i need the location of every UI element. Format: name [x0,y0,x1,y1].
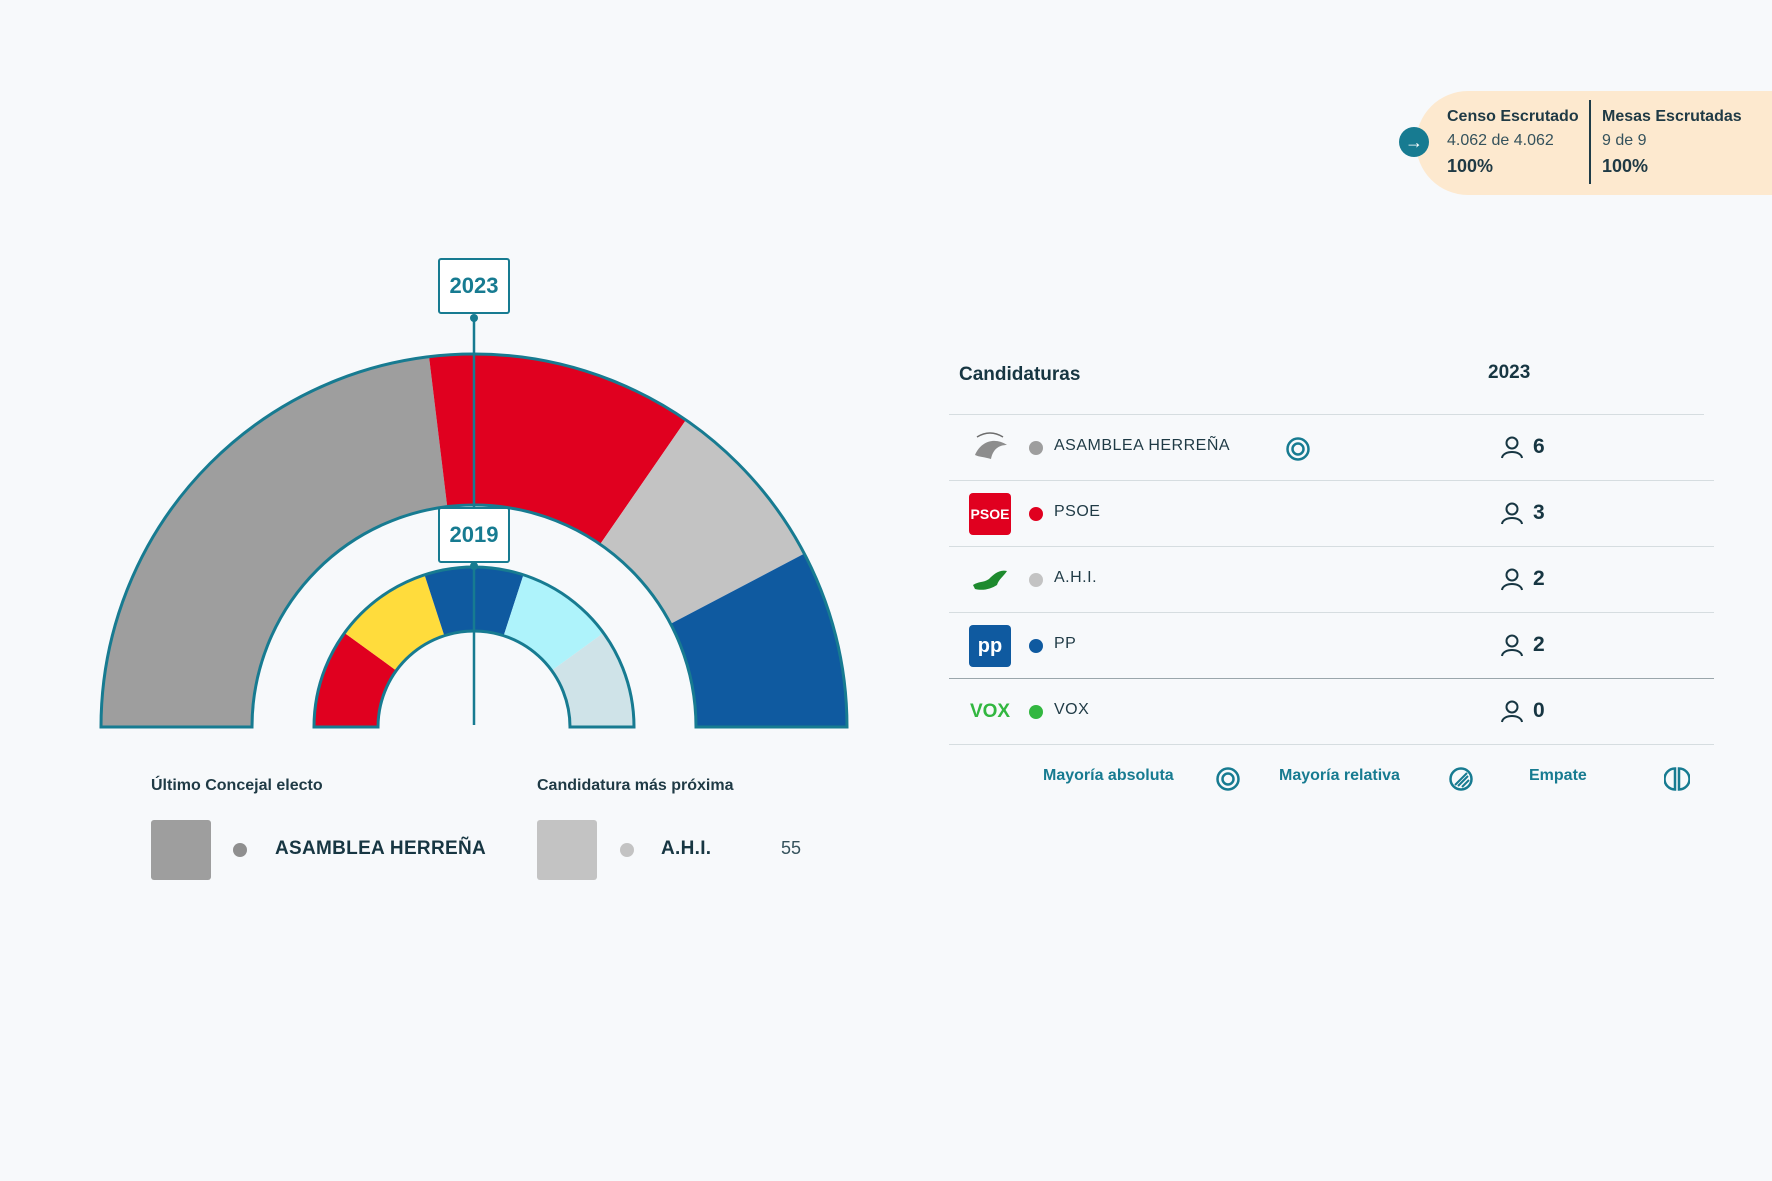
year-marker-dot-2023 [470,314,478,322]
person-icon [1499,500,1525,526]
row-divider [949,480,1714,481]
table-row[interactable]: VOX VOX 0 [949,679,1714,745]
censo-escrutado: Censo Escrutado 4.062 de 4.062 100% [1447,108,1579,177]
census-card [1416,91,1772,195]
legend-relative-label: Mayoría relativa [1279,767,1400,784]
next-candidate-party: A.H.I. [661,838,712,859]
seat-count: 3 [1533,501,1545,524]
mesas-pct: 100% [1602,156,1649,176]
seat-2019-segment-0[interactable] [314,632,397,727]
mesas-escrutadas: Mesas Escrutadas 9 de 9 100% [1602,108,1742,177]
next-candidate-votes: 55 [781,838,802,858]
next-candidate-title: Candidatura más próxima [537,777,734,794]
header-year: 2023 [1488,362,1531,383]
table-row[interactable]: pp PP 2 [949,613,1714,679]
table-row[interactable]: A.H.I. 2 [949,547,1714,613]
seat-count: 0 [1533,699,1545,722]
last-elected-swatch [151,820,211,880]
censo-pct: 100% [1447,156,1494,176]
table-header-divider [949,414,1704,415]
absolute-majority-icon [1285,436,1311,467]
party-name: ASAMBLEA HERREÑA [1054,437,1231,454]
psoe-logo-icon: PSOE [969,493,1011,535]
table-row[interactable]: PSOE PSOE 3 [949,481,1714,547]
row-divider [949,546,1714,547]
seat-2023-segment-3[interactable] [670,553,847,727]
party-name: PSOE [1054,503,1101,520]
censo-title: Censo Escrutado [1447,108,1579,125]
seat-count: 2 [1533,567,1545,590]
party-color-dot [1029,573,1043,587]
person-icon [1499,566,1525,592]
seat-2023-outline [99,352,849,729]
legend-absolute-label: Mayoría absoluta [1043,767,1174,784]
party-name: VOX [1054,701,1090,718]
row-divider [949,744,1714,745]
person-icon [1499,434,1525,460]
tie-icon [1664,767,1690,791]
ahi-island-logo-icon [969,559,1011,601]
seat-2023-segment-2[interactable] [600,420,805,624]
censo-value: 4.062 de 4.062 [1447,132,1554,149]
seat-count: 6 [1533,435,1545,458]
year-label-2023[interactable]: 2023 [438,258,510,314]
party-name: PP [1054,635,1077,652]
seat-2023-segment-1[interactable] [429,354,686,545]
legend-tie-label: Empate [1529,767,1587,784]
mesas-value: 9 de 9 [1602,132,1647,149]
header-candidaturas: Candidaturas [959,364,1081,385]
person-icon [1499,698,1525,724]
last-elected-dot [233,843,247,857]
outer-ring-2023 [99,352,849,729]
row-divider [949,678,1714,679]
party-color-dot [1029,705,1043,719]
seat-2019-outline [312,565,636,729]
asamblea-herrena-logo-icon [969,427,1011,469]
vox-logo-icon: VOX [969,701,1011,722]
arrow-right-icon[interactable]: → [1399,127,1429,157]
seat-2023-segment-0[interactable] [101,356,448,727]
party-color-dot [1029,441,1043,455]
party-color-dot [1029,507,1043,521]
next-candidate-dot [620,843,634,857]
year-marker-dot-2019 [470,562,478,570]
absolute-majority-icon [1216,767,1240,791]
mesas-title: Mesas Escrutadas [1602,108,1742,125]
relative-majority-icon [1449,767,1473,791]
next-candidate-swatch [537,820,597,880]
last-elected-title: Último Concejal electo [151,777,323,794]
year-label-2019[interactable]: 2019 [438,507,510,563]
census-divider [1589,100,1591,184]
table-row[interactable]: ASAMBLEA HERREÑA 6 [949,415,1714,481]
seat-count: 2 [1533,633,1545,656]
person-icon [1499,632,1525,658]
parliament-chart [99,314,849,729]
pp-logo-icon: pp [969,625,1011,667]
row-divider [949,612,1714,613]
seat-2019-segment-4[interactable] [551,632,634,727]
last-elected-party: ASAMBLEA HERREÑA [275,838,486,859]
party-name: A.H.I. [1054,569,1098,586]
party-color-dot [1029,639,1043,653]
